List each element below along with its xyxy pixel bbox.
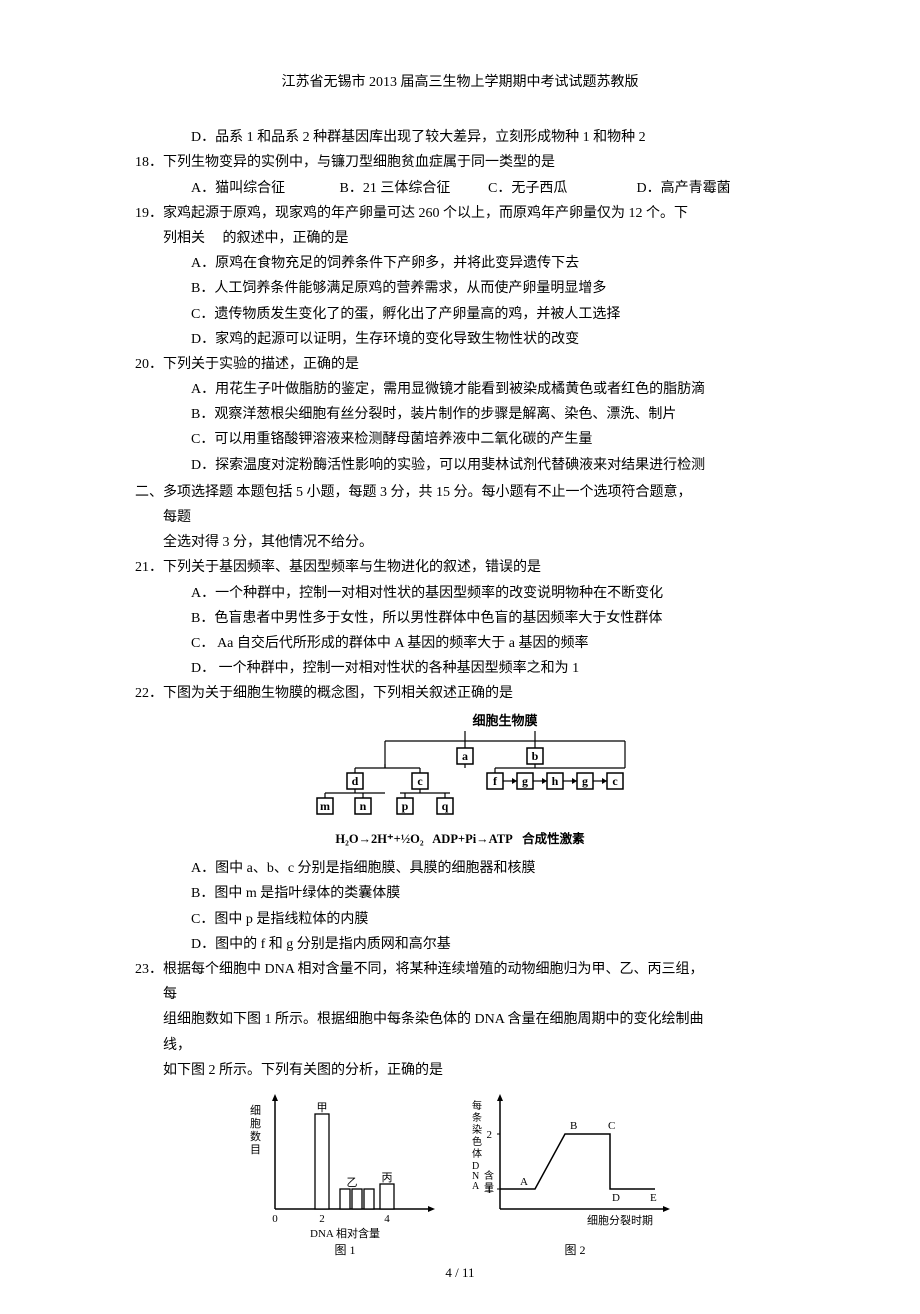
svg-text:B: B xyxy=(570,1120,577,1132)
section2-line2: 每题 xyxy=(135,505,785,530)
svg-text:2: 2 xyxy=(319,1213,325,1225)
svg-text:细: 细 xyxy=(250,1104,261,1117)
svg-text:g: g xyxy=(582,774,588,788)
q21-a: A．一个种群中，控制一对相对性状的基因型频率的改变说明物种在不断变化 xyxy=(135,581,785,606)
q22-a: A．图中 a、b、c 分别是指细胞膜、具膜的细胞器和核膜 xyxy=(135,856,785,881)
svg-text:A: A xyxy=(472,1181,480,1192)
q23-stem2: 每 xyxy=(135,982,785,1007)
svg-text:q: q xyxy=(442,799,449,813)
svg-text:n: n xyxy=(360,799,367,813)
q22-c: C．图中 p 是指线粒体的内膜 xyxy=(135,907,785,932)
q20-c: C．可以用重铬酸钾溶液来检测酵母菌培养液中二氧化碳的产生量 xyxy=(135,427,785,452)
q19-stem2: 列相关 的叙述中，正确的是 xyxy=(135,226,785,251)
q23-stem5: 如下图 2 所示。下列有关图的分析，正确的是 xyxy=(135,1058,785,1083)
svg-text:1: 1 xyxy=(487,1184,493,1196)
figure-1: 细 胞 数 目 甲 乙 丙 0 2 4 DNA 相对含量 图 1 xyxy=(250,1094,435,1257)
svg-text:d: d xyxy=(352,774,359,788)
q20-d: D．探索温度对淀粉酶活性影响的实验，可以用斐林试剂代替碘液来对结果进行检测 xyxy=(135,453,785,478)
q19-a: A．原鸡在食物充足的饲养条件下产卵多，并将此变异遗传下去 xyxy=(135,251,785,276)
svg-text:细胞分裂时期: 细胞分裂时期 xyxy=(587,1214,653,1227)
svg-text:D: D xyxy=(612,1192,620,1204)
svg-text:DNA 相对含量: DNA 相对含量 xyxy=(310,1226,380,1240)
svg-text:g: g xyxy=(522,774,528,788)
q22-stem: 22．下图为关于细胞生物膜的概念图，下列相关叙述正确的是 xyxy=(135,681,785,706)
svg-text:图 1: 图 1 xyxy=(334,1243,355,1257)
svg-text:E: E xyxy=(650,1192,657,1204)
svg-text:色: 色 xyxy=(472,1135,482,1148)
q18-b: B．21 三体综合征 xyxy=(340,176,489,201)
q18-a: A．猫叫综合征 xyxy=(191,176,340,201)
svg-text:条: 条 xyxy=(472,1111,482,1124)
reaction-mid: ADP+Pi→ATP xyxy=(432,832,513,846)
section2-line1: 二、多项选择题 本题包括 5 小题，每题 3 分，共 15 分。每小题有不止一个… xyxy=(135,480,785,505)
svg-text:含: 含 xyxy=(484,1169,494,1182)
svg-text:p: p xyxy=(402,799,409,813)
q23-figures: 细 胞 数 目 甲 乙 丙 0 2 4 DNA 相对含量 图 1 xyxy=(135,1089,785,1268)
q18-c: C．无子西瓜 xyxy=(488,176,637,201)
q23-stem3: 组细胞数如下图 1 所示。根据细胞中每条染色体的 DNA 含量在细胞周期中的变化… xyxy=(135,1007,785,1032)
figure-2: 每 条 染 色 体 D N A 含 量 1 2 A B C D xyxy=(472,1094,670,1257)
section2-line3: 全选对得 3 分，其他情况不给分。 xyxy=(135,530,785,555)
svg-text:a: a xyxy=(462,749,468,763)
q22-b: B．图中 m 是指叶绿体的类囊体膜 xyxy=(135,881,785,906)
svg-text:乙: 乙 xyxy=(347,1176,358,1189)
svg-text:A: A xyxy=(520,1176,528,1188)
svg-text:胞: 胞 xyxy=(250,1117,261,1130)
svg-text:h: h xyxy=(552,774,559,788)
q21-c: C． Aa 自交后代所形成的群体中 A 基因的频率大于 a 基因的频率 xyxy=(135,631,785,656)
q19-b: B．人工饲养条件能够满足原鸡的营养需求，从而使产卵量明显增多 xyxy=(135,276,785,301)
diagram-title: 细胞生物膜 xyxy=(472,713,537,728)
q18-d: D．高产青霉菌 xyxy=(637,176,786,201)
q20-stem: 20．下列关于实验的描述，正确的是 xyxy=(135,352,785,377)
q22-d: D．图中的 f 和 g 分别是指内质网和高尔基 xyxy=(135,932,785,957)
q19-d: D．家鸡的起源可以证明，生存环境的变化导致生物性状的改变 xyxy=(135,327,785,352)
svg-text:丙: 丙 xyxy=(382,1172,393,1184)
page-header: 江苏省无锡市 2013 届高三生物上学期期中考试试题苏教版 xyxy=(135,70,785,95)
svg-text:每: 每 xyxy=(472,1099,482,1112)
q21-b: B．色盲患者中男性多于女性，所以男性群体中色盲的基因频率大于女性群体 xyxy=(135,606,785,631)
svg-text:m: m xyxy=(320,799,330,813)
reaction-right: 合成性激素 xyxy=(522,832,585,846)
q23-stem4: 线， xyxy=(135,1033,785,1058)
svg-text:b: b xyxy=(532,749,539,763)
q18-options: A．猫叫综合征 B．21 三体综合征 C．无子西瓜 D．高产青霉菌 xyxy=(135,176,785,201)
q21-d: D． 一个种群中，控制一对相对性状的各种基因型频率之和为 1 xyxy=(135,656,785,681)
svg-text:4: 4 xyxy=(384,1213,390,1225)
svg-text:目: 目 xyxy=(250,1144,261,1156)
svg-text:C: C xyxy=(608,1120,615,1132)
q20-b: B．观察洋葱根尖细胞有丝分裂时，装片制作的步骤是解离、染色、漂洗、制片 xyxy=(135,402,785,427)
page-number: 4 / 11 xyxy=(0,1261,920,1284)
q20-a: A．用花生子叶做脂肪的鉴定，需用显微镜才能看到被染成橘黄色或者红色的脂肪滴 xyxy=(135,377,785,402)
svg-text:体: 体 xyxy=(472,1148,482,1160)
q21-stem: 21．下列关于基因频率、基因型频率与生物进化的叙述，错误的是 xyxy=(135,555,785,580)
q19-c: C．遗传物质发生变化了的蛋，孵化出了产卵量高的鸡，并被人工选择 xyxy=(135,302,785,327)
svg-text:0: 0 xyxy=(272,1213,278,1225)
svg-text:2: 2 xyxy=(487,1129,493,1141)
svg-text:c: c xyxy=(612,774,618,788)
q22-concept-diagram: 细胞生物膜 a b d c xyxy=(135,713,785,851)
svg-text:染: 染 xyxy=(472,1123,482,1136)
reaction-left: H₂O→2H⁺+½O₂ xyxy=(335,832,423,846)
svg-text:c: c xyxy=(417,774,423,788)
q23-stem1: 23．根据每个细胞中 DNA 相对含量不同，将某种连续增殖的动物细胞归为甲、乙、… xyxy=(135,957,785,982)
q18-stem: 18．下列生物变异的实例中，与镰刀型细胞贫血症属于同一类型的是 xyxy=(135,150,785,175)
q19-stem1: 19．家鸡起源于原鸡，现家鸡的年产卵量可达 260 个以上，而原鸡年产卵量仅为 … xyxy=(135,201,785,226)
svg-text:数: 数 xyxy=(250,1130,261,1143)
svg-text:图 2: 图 2 xyxy=(564,1243,585,1257)
q17-option-d: D．品系 1 和品系 2 种群基因库出现了较大差异，立刻形成物种 1 和物种 2 xyxy=(135,125,785,150)
svg-text:甲: 甲 xyxy=(317,1102,328,1114)
